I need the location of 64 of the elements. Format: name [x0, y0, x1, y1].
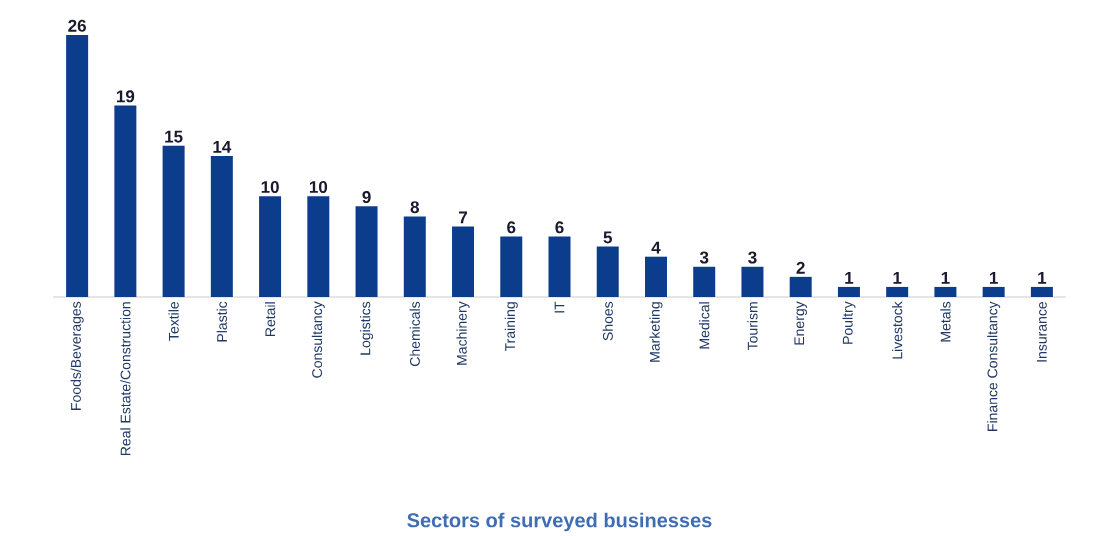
x-tick-label: Insurance: [1037, 301, 1047, 362]
x-tick-label: Poultry: [842, 301, 856, 344]
data-label: 26: [68, 19, 86, 32]
bar: [500, 236, 523, 297]
x-tick-label: Finance Consultancy: [987, 301, 1001, 431]
data-label: 10: [309, 180, 328, 194]
x-tick-label: Training: [504, 302, 518, 352]
bar: [403, 216, 426, 297]
data-label: 6: [507, 221, 516, 234]
bar: [210, 155, 233, 297]
data-label: 2: [796, 261, 805, 274]
bar: [162, 145, 185, 297]
data-label: 10: [261, 180, 279, 194]
bar: [596, 246, 619, 297]
x-tick-label: Foods/Beverages: [70, 301, 84, 410]
data-label: 6: [555, 221, 564, 234]
x-tick-label: Metals: [940, 301, 951, 342]
data-label: 8: [410, 201, 419, 214]
bar: [114, 105, 137, 297]
data-label: 4: [651, 241, 661, 254]
data-label: 15: [165, 130, 183, 143]
x-tick-label: Logistics: [360, 301, 374, 355]
data-label: 9: [362, 191, 371, 204]
x-axis-title: Sectors of surveyed businesses: [407, 512, 712, 532]
bar: [886, 286, 909, 297]
bar: [355, 206, 378, 297]
x-tick-label: Plastic: [216, 301, 227, 342]
data-label: 14: [213, 141, 232, 153]
x-tick-label: Marketing: [649, 302, 663, 362]
bar: [789, 276, 812, 297]
data-label: 3: [748, 251, 757, 264]
x-tick-label: Livestock: [892, 301, 903, 359]
data-label: 3: [699, 251, 709, 264]
x-tick-label: Real Estate/Construction: [120, 302, 131, 456]
x-tick-label: Retail: [264, 302, 276, 336]
data-label: 1: [941, 272, 950, 284]
x-tick-label: Textile: [168, 301, 179, 341]
x-tick-label: Machinery: [456, 301, 470, 365]
x-tick-label: Consultancy: [311, 301, 325, 378]
bar: [1030, 286, 1053, 297]
bar: [307, 196, 330, 297]
bar: [741, 266, 764, 297]
data-label: 19: [116, 90, 135, 103]
bar: [452, 226, 475, 297]
data-label: 5: [603, 231, 612, 244]
bar: [259, 196, 282, 297]
data-label: 7: [459, 211, 467, 224]
bar: [644, 256, 667, 297]
data-label: 1: [1038, 272, 1047, 284]
x-tick-label: Shoes: [602, 301, 613, 341]
data-label: 1: [989, 272, 998, 284]
bar: [693, 266, 716, 297]
x-tick-label: Tourism: [747, 302, 758, 351]
x-tick-label: IT: [554, 301, 565, 313]
data-label: 1: [893, 272, 902, 284]
x-tick-label: Chemicals: [409, 301, 420, 366]
bar: [548, 236, 571, 297]
bar: [934, 286, 957, 297]
x-tick-label: Medical: [699, 302, 710, 349]
bar: [982, 286, 1005, 297]
x-tick-label: Energy: [794, 301, 807, 345]
bar: [837, 286, 860, 297]
bar: [66, 35, 89, 297]
data-label: 1: [845, 272, 854, 284]
